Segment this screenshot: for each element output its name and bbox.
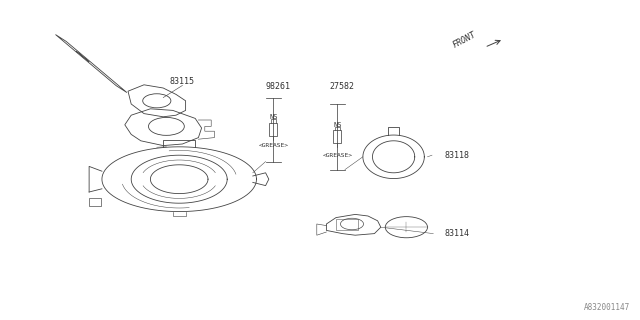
Text: FRONT: FRONT	[451, 30, 477, 50]
Text: <GREASE>: <GREASE>	[323, 153, 352, 158]
Text: NS: NS	[269, 114, 278, 120]
Text: 83115: 83115	[170, 77, 195, 86]
Text: 98261: 98261	[266, 82, 291, 91]
Text: A832001147: A832001147	[584, 303, 630, 312]
Text: 27582: 27582	[330, 82, 355, 91]
Text: 83114: 83114	[445, 229, 470, 238]
Text: NS: NS	[333, 122, 342, 128]
Text: 83118: 83118	[445, 151, 470, 160]
Text: <GREASE>: <GREASE>	[259, 143, 288, 148]
